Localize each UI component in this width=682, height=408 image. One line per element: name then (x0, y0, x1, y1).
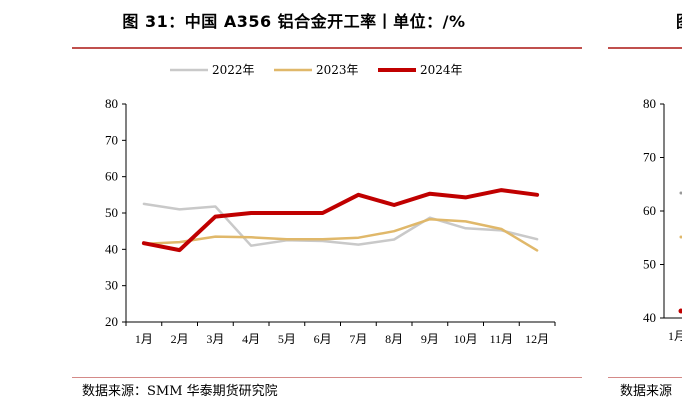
second-y-tick-label: 60 (643, 203, 656, 218)
y-tick-label: 30 (105, 278, 118, 293)
series-group (141, 188, 540, 253)
axes: 20 30 40 50 60 70 80 1月 2月 3月 4月 5月 6月 7月 8月 9月 10月 11月 12… (105, 96, 556, 346)
x-tick-label: 1月 (135, 332, 153, 346)
second-y-tick-label: 50 (643, 257, 656, 272)
second-series-point (679, 235, 682, 239)
x-tick-label: 11月 (490, 332, 514, 346)
legend-label: 2022年 (212, 63, 255, 77)
legend-label: 2023年 (316, 63, 359, 77)
x-tick-label: 7月 (349, 332, 367, 346)
second-series-point (679, 191, 682, 195)
second-x-tick-label: 1月 (668, 329, 682, 343)
data-source: 数据来源：SMM 华泰期货研究院 (82, 384, 278, 399)
x-tick-label: 2月 (171, 332, 189, 346)
second-chart-fragment: 40 50 60 70 80 1月 (643, 96, 682, 343)
y-tick-label: 40 (105, 241, 118, 256)
x-tick-label: 10月 (454, 332, 478, 346)
series-line-2022年 (142, 202, 539, 247)
x-tick-label: 12月 (525, 332, 549, 346)
second-chart-title-fragment: 图 (676, 8, 682, 32)
x-tick-label: 3月 (206, 332, 224, 346)
title-underline (72, 47, 582, 49)
y-tick-label: 70 (105, 132, 118, 147)
legend-label: 2024年 (420, 63, 463, 77)
series-line-2024年 (141, 188, 540, 253)
y-tick-label: 50 (105, 205, 118, 220)
x-tick-label: 9月 (421, 332, 439, 346)
chart-title: 图 31：中国 A356 铝合金开工率丨单位：/% (122, 12, 466, 31)
second-series-point (678, 308, 682, 314)
series-line-2023年 (142, 217, 539, 252)
second-y-tick-label: 70 (643, 150, 656, 165)
second-y-tick-label: 80 (643, 96, 656, 111)
y-tick-label: 20 (105, 314, 118, 329)
x-tick-label: 4月 (242, 332, 260, 346)
second-source-overline (608, 377, 682, 378)
y-tick-label: 60 (105, 169, 118, 184)
x-tick-label: 8月 (385, 332, 403, 346)
source-overline (72, 377, 582, 378)
second-y-tick-label: 40 (643, 310, 656, 325)
legend: 2022年 2023年 2024年 (170, 63, 463, 77)
y-tick-label: 80 (105, 96, 118, 111)
second-data-source-fragment: 数据来源 (620, 384, 673, 399)
second-title-underline (608, 47, 682, 49)
x-tick-label: 6月 (314, 332, 332, 346)
x-tick-label: 5月 (278, 332, 296, 346)
